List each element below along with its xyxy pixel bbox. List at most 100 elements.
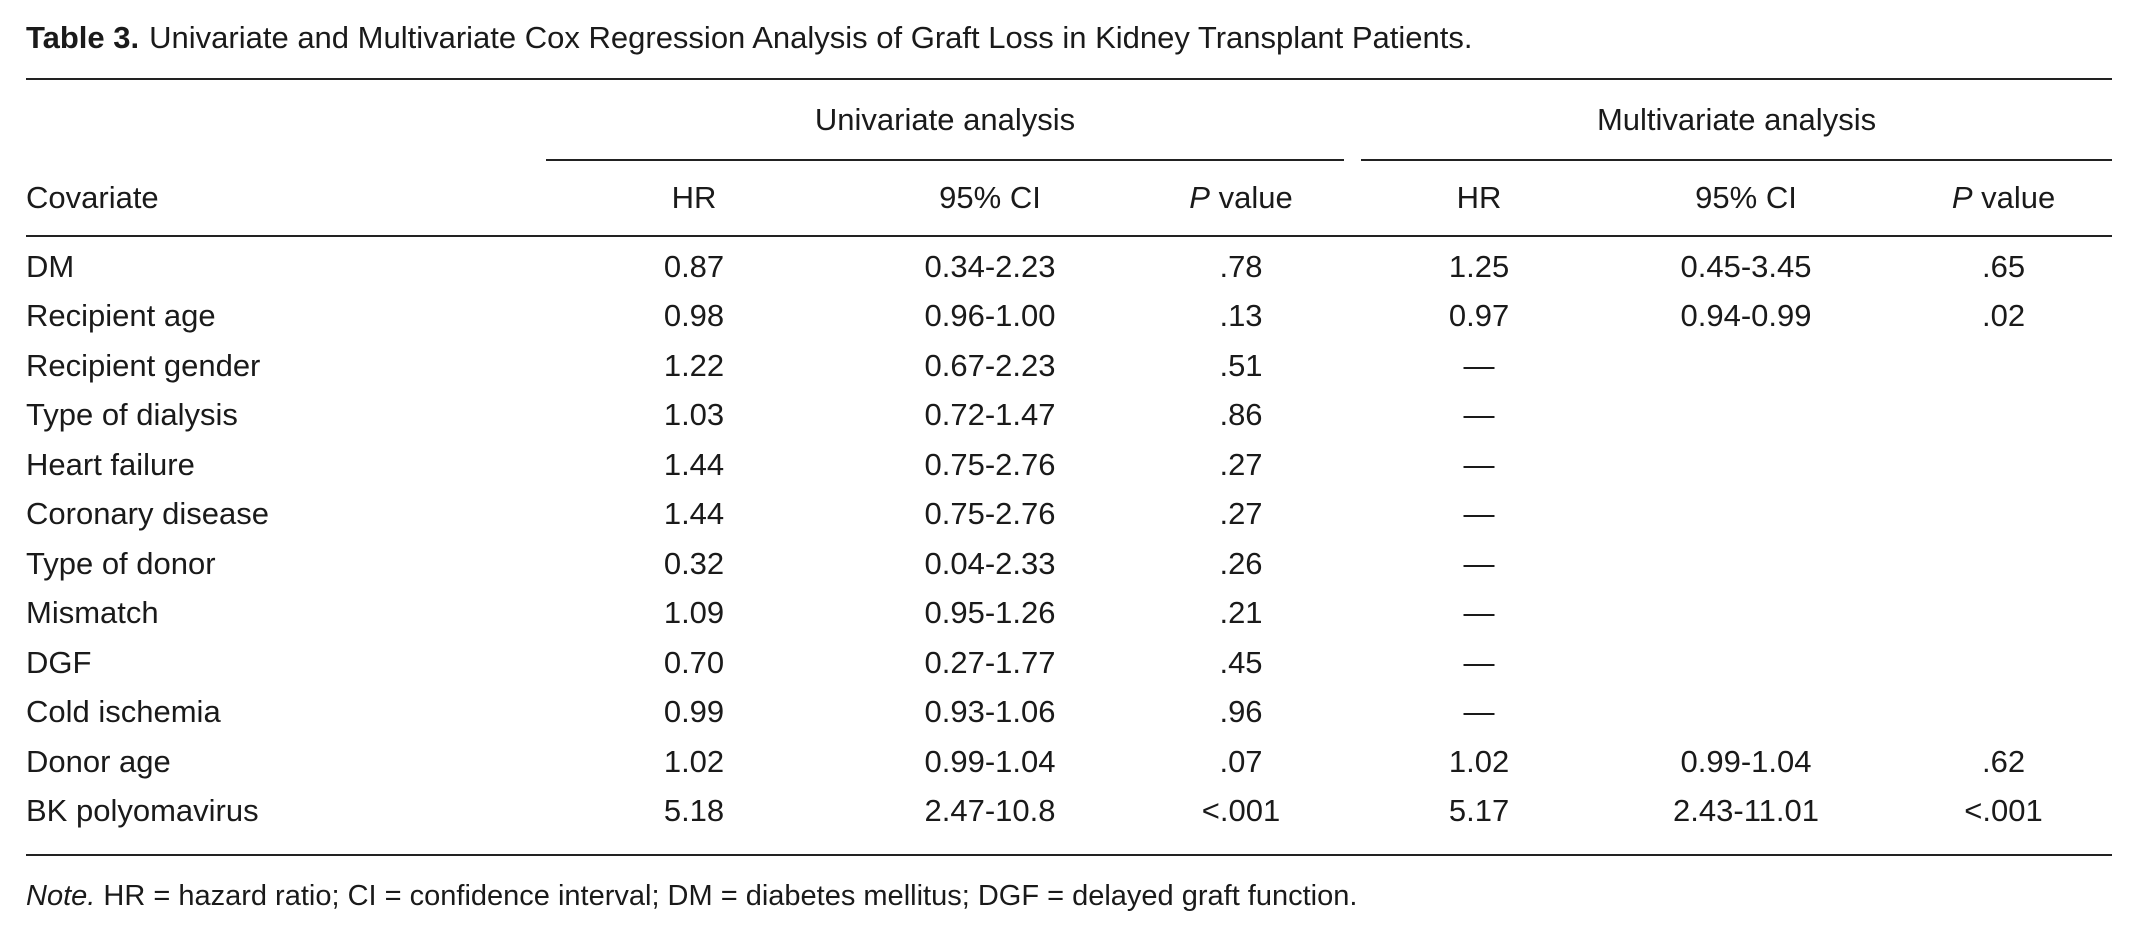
cell-multi-hr: — xyxy=(1463,446,1495,482)
cell-multi-p xyxy=(1895,688,2112,738)
cell-covariate: Heart failure xyxy=(26,446,195,482)
cell-multi-ci: 0.94-0.99 xyxy=(1680,298,1812,334)
cell-covariate: Recipient gender xyxy=(26,347,261,383)
cell-uni-ci: 0.75-2.76 xyxy=(924,446,1056,482)
multivariate-underline xyxy=(1361,159,2112,161)
cell-multi-ci: 2.43-11.01 xyxy=(1673,793,1819,829)
cell-uni-hr: 0.98 xyxy=(663,298,725,334)
multi-ci-header: 95% CI xyxy=(1695,180,1797,215)
cell-uni-p: .26 xyxy=(1219,545,1263,581)
cell-uni-p: .13 xyxy=(1219,298,1263,334)
uni-hr-header: HR xyxy=(671,180,717,215)
cell-multi-hr: — xyxy=(1463,644,1495,680)
cell-multi-ci: 0.99-1.04 xyxy=(1680,743,1812,779)
cell-covariate: DGF xyxy=(26,644,92,680)
table-row: Type of dialysis 1.03 0.72-1.47 .86 — xyxy=(26,391,2112,441)
cell-multi-ci xyxy=(1597,440,1895,490)
cell-covariate: Coronary disease xyxy=(26,496,269,532)
cell-multi-p xyxy=(1895,490,2112,540)
cell-uni-hr: 1.09 xyxy=(663,595,725,631)
cell-multi-p xyxy=(1895,589,2112,639)
cell-uni-p: .07 xyxy=(1219,743,1263,779)
cell-multi-p xyxy=(1895,539,2112,589)
table-row: Mismatch 1.09 0.95-1.26 .21 — xyxy=(26,589,2112,639)
cell-multi-hr: — xyxy=(1463,397,1495,433)
uni-p-header: P value xyxy=(1189,180,1293,215)
cell-multi-hr: 1.02 xyxy=(1448,743,1510,779)
cell-multi-hr: 1.25 xyxy=(1448,248,1510,284)
multivariate-header: Multivariate analysis xyxy=(1596,101,1877,137)
cell-uni-hr: 0.99 xyxy=(663,694,725,730)
table-note: Note. HR = hazard ratio; CI = confidence… xyxy=(26,880,1357,913)
cell-covariate: BK polyomavirus xyxy=(26,793,259,829)
cell-multi-hr: 5.17 xyxy=(1448,793,1510,829)
cell-uni-ci: 0.99-1.04 xyxy=(924,743,1056,779)
cell-multi-hr: — xyxy=(1463,694,1495,730)
cell-uni-hr: 0.70 xyxy=(663,644,725,680)
cell-multi-hr: — xyxy=(1463,347,1495,383)
covariate-header: Covariate xyxy=(26,180,159,215)
table-row: Recipient age 0.98 0.96-1.00 .13 0.97 0.94-0.… xyxy=(26,292,2112,342)
table-row: Donor age 1.02 0.99-1.04 .07 1.02 0.99-1.04 .6… xyxy=(26,737,2112,787)
cell-covariate: DM xyxy=(26,248,75,284)
table-title: Table 3. Univariate and Multivariate Cox … xyxy=(26,20,1472,56)
univariate-underline xyxy=(546,159,1344,161)
table-row: Coronary disease 1.44 0.75-2.76 .27 — xyxy=(26,490,2112,540)
cell-uni-p: .27 xyxy=(1219,496,1263,532)
cell-multi-ci xyxy=(1597,391,1895,441)
univariate-header: Univariate analysis xyxy=(814,101,1076,137)
multi-hr-header: HR xyxy=(1456,180,1502,215)
cell-uni-hr: 1.44 xyxy=(663,496,725,532)
cell-uni-hr: 5.18 xyxy=(663,793,725,829)
cell-multi-ci xyxy=(1597,589,1895,639)
cell-multi-ci xyxy=(1597,341,1895,391)
cell-multi-hr: — xyxy=(1463,595,1495,631)
cell-covariate: Type of dialysis xyxy=(26,397,238,433)
cell-multi-hr: — xyxy=(1463,545,1495,581)
cell-multi-ci xyxy=(1597,638,1895,688)
cell-multi-p xyxy=(1895,341,2112,391)
cell-uni-hr: 1.44 xyxy=(663,446,725,482)
cell-multi-ci: 0.45-3.45 xyxy=(1680,248,1812,284)
header-rule xyxy=(26,235,2112,237)
uni-ci-header: 95% CI xyxy=(939,180,1041,215)
cell-uni-p: .27 xyxy=(1219,446,1263,482)
cell-multi-hr: 0.97 xyxy=(1448,298,1510,334)
table-row: Type of donor 0.32 0.04-2.33 .26 — xyxy=(26,539,2112,589)
cell-covariate: Cold ischemia xyxy=(26,694,221,730)
cell-uni-hr: 0.87 xyxy=(663,248,725,284)
cell-uni-p: .51 xyxy=(1219,347,1263,383)
cell-uni-ci: 0.27-1.77 xyxy=(924,644,1056,680)
note-label: Note. xyxy=(26,880,96,912)
cell-uni-p: .96 xyxy=(1219,694,1263,730)
table-row: Recipient gender 1.22 0.67-2.23 .51 — xyxy=(26,341,2112,391)
top-rule xyxy=(26,78,2112,80)
cell-multi-p: .62 xyxy=(1981,743,2026,779)
cell-uni-ci: 0.34-2.23 xyxy=(924,248,1056,284)
cell-multi-p: .02 xyxy=(1981,298,2026,334)
cell-uni-p: .86 xyxy=(1219,397,1263,433)
table-caption: Univariate and Multivariate Cox Regressi… xyxy=(149,20,1473,55)
multi-p-header: P value xyxy=(1951,180,2056,215)
table-row: Heart failure 1.44 0.75-2.76 .27 — xyxy=(26,440,2112,490)
cell-uni-ci: 2.47-10.8 xyxy=(924,793,1056,829)
cell-multi-p xyxy=(1895,440,2112,490)
cell-uni-ci: 0.96-1.00 xyxy=(924,298,1056,334)
cell-uni-p: .45 xyxy=(1219,644,1263,680)
cell-uni-p: .21 xyxy=(1219,595,1263,631)
cell-uni-ci: 0.75-2.76 xyxy=(924,496,1056,532)
cell-covariate: Recipient age xyxy=(26,298,216,334)
table-row: DM 0.87 0.34-2.23 .78 1.25 0.45-3.45 .65 xyxy=(26,236,2112,292)
cell-uni-hr: 1.22 xyxy=(663,347,725,383)
cell-covariate: Donor age xyxy=(26,743,171,779)
table-row: DGF 0.70 0.27-1.77 .45 — xyxy=(26,638,2112,688)
cell-uni-ci: 0.04-2.33 xyxy=(924,545,1056,581)
cell-uni-ci: 0.95-1.26 xyxy=(924,595,1056,631)
cell-uni-p: .78 xyxy=(1219,248,1263,284)
cell-covariate: Type of donor xyxy=(26,545,216,581)
cell-multi-p xyxy=(1895,638,2112,688)
table-row: BK polyomavirus 5.18 2.47-10.8 <.001 5.17 2.4… xyxy=(26,787,2112,837)
cell-multi-p: .65 xyxy=(1981,248,2026,284)
cell-multi-ci xyxy=(1597,490,1895,540)
cell-uni-hr: 0.32 xyxy=(663,545,725,581)
